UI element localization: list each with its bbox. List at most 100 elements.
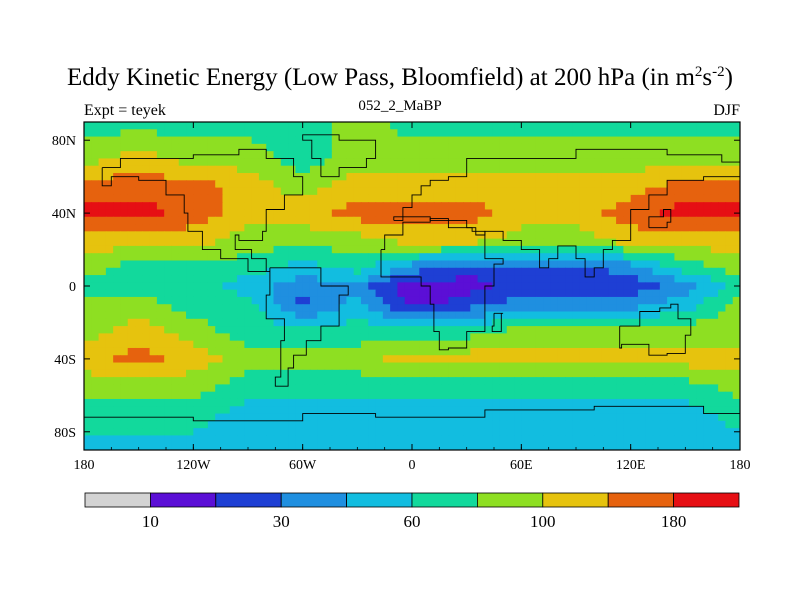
contour-cell	[448, 209, 457, 218]
contour-cell	[557, 362, 566, 371]
contour-cell	[674, 136, 683, 145]
contour-cell	[506, 275, 515, 283]
contour-cell	[84, 216, 92, 225]
contour-cell	[135, 180, 143, 189]
contour-cell	[412, 136, 420, 145]
contour-cell	[113, 238, 122, 247]
contour-cell	[565, 289, 573, 298]
contour-cell	[215, 260, 224, 269]
contour-cell	[186, 398, 194, 407]
contour-cell	[557, 245, 566, 254]
contour-cell	[302, 428, 311, 437]
contour-cell	[710, 369, 719, 378]
contour-cell	[404, 231, 413, 240]
contour-cell	[346, 202, 355, 211]
contour-cell	[448, 245, 457, 254]
contour-cell	[397, 253, 406, 262]
contour-cell	[244, 311, 253, 320]
contour-cell	[288, 151, 296, 160]
contour-cell	[390, 202, 399, 211]
contour-cell	[390, 245, 399, 254]
contour-cell	[127, 377, 136, 385]
contour-cell	[266, 173, 275, 181]
contour-cell	[346, 318, 355, 327]
contour-cell	[390, 289, 399, 298]
contour-cell	[171, 311, 180, 320]
contour-cell	[258, 289, 267, 298]
contour-cell	[164, 296, 173, 305]
contour-cell	[368, 245, 377, 254]
contour-cell	[572, 216, 581, 225]
contour-cell	[295, 369, 304, 378]
contour-cell	[688, 253, 697, 262]
contour-cell	[382, 406, 391, 415]
contour-cell	[244, 420, 253, 429]
contour-cell	[535, 209, 544, 218]
contour-cell	[521, 267, 530, 276]
contour-cell	[688, 122, 697, 130]
contour-cell	[433, 260, 442, 269]
contour-cell	[543, 267, 552, 276]
contour-cell	[309, 202, 318, 211]
contour-cell	[258, 194, 267, 203]
contour-cell	[557, 355, 566, 364]
contour-cell	[514, 151, 522, 160]
contour-cell	[222, 216, 231, 225]
contour-cell	[135, 406, 143, 415]
contour-cell	[178, 428, 187, 437]
contour-cell	[207, 224, 216, 232]
contour-cell	[652, 275, 661, 283]
contour-cell	[732, 384, 740, 393]
contour-cell	[193, 442, 202, 450]
contour-cell	[229, 442, 238, 450]
contour-cell	[484, 129, 493, 138]
contour-cell	[105, 296, 114, 305]
contour-cell	[601, 187, 610, 196]
contour-cell	[404, 122, 413, 130]
contour-cell	[506, 428, 515, 437]
contour-cell	[601, 122, 610, 130]
contour-cell	[258, 282, 267, 291]
contour-cell	[557, 340, 566, 349]
contour-cell	[433, 275, 442, 283]
contour-cell	[412, 202, 420, 211]
contour-cell	[535, 428, 544, 437]
contour-cell	[448, 187, 457, 196]
contour-cell	[535, 391, 544, 400]
contour-cell	[470, 369, 479, 378]
contour-cell	[433, 369, 442, 378]
contour-cell	[353, 289, 362, 298]
contour-cell	[623, 253, 632, 262]
contour-cell	[688, 333, 697, 342]
contour-cell	[266, 143, 275, 152]
contour-cell	[608, 311, 617, 320]
contour-cell	[222, 420, 231, 429]
contour-cell	[288, 245, 296, 254]
contour-cell	[156, 326, 165, 334]
contour-cell	[375, 406, 384, 415]
contour-cell	[637, 391, 646, 400]
contour-cell	[113, 296, 122, 305]
contour-cell	[521, 311, 530, 320]
contour-cell	[484, 398, 493, 407]
contour-cell	[382, 391, 391, 400]
contour-cell	[113, 202, 122, 211]
contour-cell	[659, 362, 668, 371]
contour-cell	[317, 187, 326, 196]
contour-cell	[390, 151, 399, 160]
contour-cell	[178, 304, 187, 313]
contour-cell	[302, 122, 311, 130]
contour-cell	[171, 369, 180, 378]
contour-cell	[353, 216, 362, 225]
contour-cell	[229, 282, 238, 291]
contour-cell	[543, 122, 552, 130]
contour-cell	[178, 136, 187, 145]
contour-cell	[91, 318, 100, 327]
contour-cell	[477, 173, 486, 181]
contour-cell	[645, 275, 654, 283]
contour-cell	[266, 333, 275, 342]
contour-cell	[514, 122, 522, 130]
contour-cell	[543, 187, 552, 196]
contour-cell	[463, 275, 471, 283]
contour-cell	[229, 209, 238, 218]
